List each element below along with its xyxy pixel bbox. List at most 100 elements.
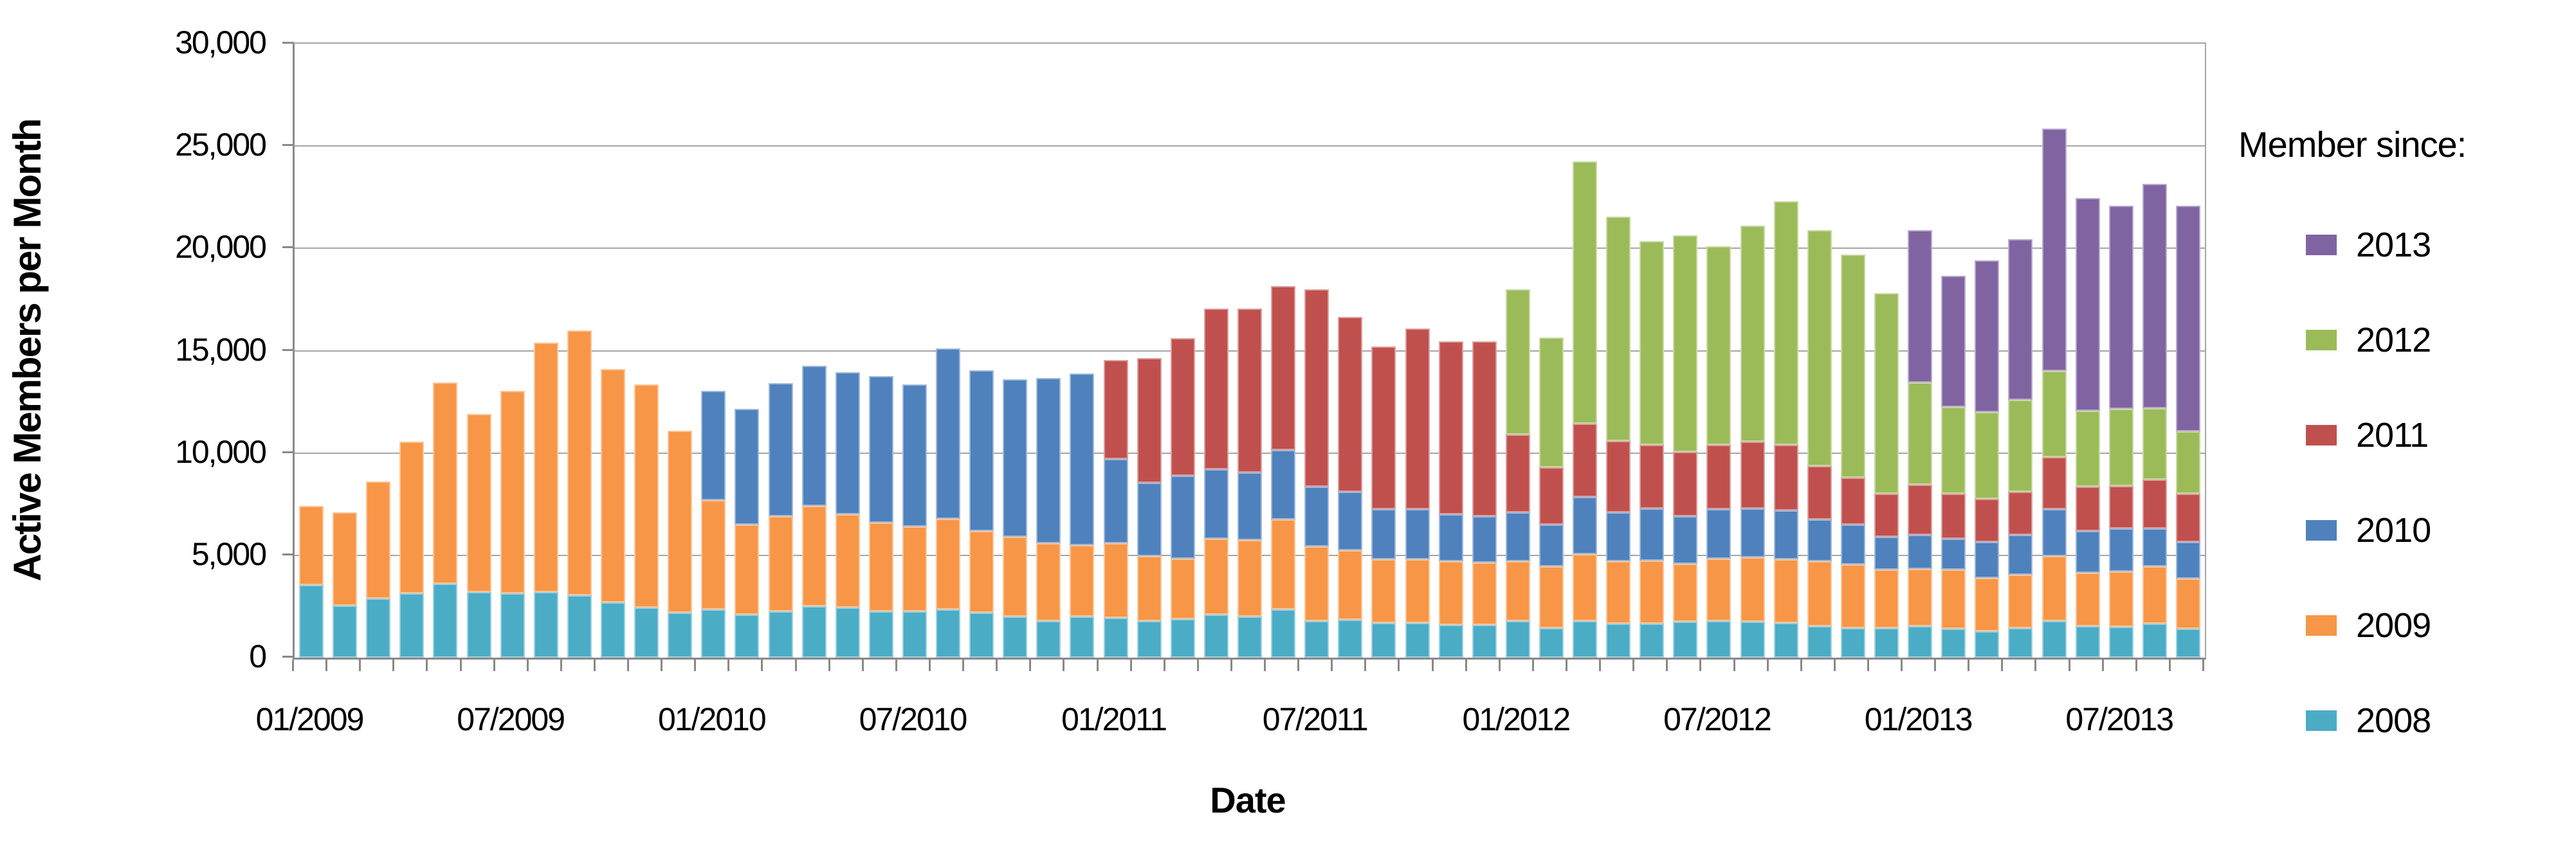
- x-tick-mark-56: [2168, 660, 2171, 671]
- bar-11/2012-segment-2008: [1840, 627, 1865, 658]
- bar-04/2013-segment-2011: [2008, 492, 2033, 535]
- bar-08/2013-segment-2008: [2142, 624, 2167, 658]
- bar-11/2012-segment-2012: [1840, 254, 1865, 478]
- bar-02/2012-segment-2012: [1539, 337, 1564, 467]
- bar-07/2011-segment-2010: [1304, 487, 1329, 546]
- bar-06/2012-segment-2010: [1673, 516, 1698, 564]
- x-tick-mark-7: [526, 660, 529, 671]
- bar-04/2011: [1203, 44, 1229, 658]
- bar-12/2012-segment-2010: [1874, 537, 1899, 570]
- x-tick-mark-52: [2034, 660, 2037, 671]
- bar-06/2011: [1271, 44, 1296, 658]
- x-tick-mark-18: [895, 660, 897, 671]
- x-tick-label-01/2010: 01/2010: [657, 701, 767, 737]
- x-tick-mark-41: [1666, 660, 1668, 671]
- bar-08/2012-segment-2011: [1740, 442, 1765, 509]
- bar-08/2012: [1740, 44, 1765, 658]
- bar-10/2011-segment-2010: [1405, 509, 1430, 560]
- x-tick-mark-28: [1230, 660, 1232, 671]
- bar-11/2009-segment-2008: [634, 608, 659, 658]
- bar-08/2010-segment-2010: [936, 348, 961, 519]
- bar-02/2011-segment-2010: [1137, 482, 1162, 557]
- bar-02/2010-segment-2008: [735, 615, 760, 658]
- x-tick-mark-8: [560, 660, 562, 671]
- x-tick-mark-3: [392, 660, 395, 671]
- x-tick-mark-23: [1063, 660, 1065, 671]
- bar-03/2011-segment-2008: [1170, 618, 1195, 658]
- x-tick-label-01/2011: 01/2011: [1061, 701, 1167, 737]
- bar-10/2009: [601, 44, 625, 658]
- x-tick-label-07/2013: 07/2013: [2065, 701, 2174, 737]
- bar-02/2011: [1137, 44, 1162, 658]
- bar-09/2013-segment-2011: [2175, 494, 2200, 543]
- bar-03/2012: [1573, 44, 1598, 658]
- bar-08/2013-segment-2011: [2142, 480, 2167, 529]
- x-tick-label-07/2010: 07/2010: [859, 701, 968, 737]
- bar-04/2010-segment-2008: [801, 606, 827, 658]
- legend-item-2008: 2008: [2306, 700, 2576, 741]
- legend-swatch-2008: [2306, 710, 2337, 731]
- bar-02/2012-segment-2011: [1539, 467, 1564, 525]
- bar-11/2012-segment-2010: [1840, 525, 1865, 565]
- bar-05/2013-segment-2010: [2042, 509, 2067, 557]
- bar-12/2009-segment-2009: [668, 430, 693, 613]
- legend-swatch-2009: [2306, 615, 2337, 636]
- x-tick-mark-55: [2135, 660, 2137, 671]
- bar-09/2011-segment-2010: [1371, 509, 1396, 560]
- bar-06/2010-segment-2010: [868, 376, 893, 523]
- bar-04/2012-segment-2008: [1606, 624, 1631, 658]
- bar-04/2013-segment-2010: [2008, 535, 2033, 575]
- bar-07/2013: [2108, 44, 2133, 658]
- legend-item-2010: 2010: [2306, 510, 2576, 551]
- bar-02/2013-segment-2011: [1941, 494, 1966, 539]
- bar-01/2011-segment-2008: [1103, 617, 1128, 658]
- bar-04/2013-segment-2013: [2008, 239, 2033, 400]
- bar-02/2012-segment-2010: [1539, 525, 1564, 567]
- bar-05/2009-segment-2008: [433, 584, 458, 658]
- bar-07/2011-segment-2011: [1304, 289, 1329, 487]
- bar-05/2009: [433, 44, 458, 658]
- bar-07/2010-segment-2009: [902, 526, 927, 612]
- bar-03/2010-segment-2008: [768, 611, 793, 658]
- bar-05/2011-segment-2008: [1238, 616, 1262, 658]
- bar-05/2013-segment-2012: [2042, 371, 2067, 458]
- gridline-25000: [295, 145, 2205, 147]
- bar-05/2013-segment-2008: [2042, 620, 2067, 658]
- bar-10/2010: [1003, 44, 1028, 658]
- x-tick-mark-29: [1264, 660, 1266, 671]
- bar-11/2011-segment-2009: [1438, 561, 1463, 626]
- x-tick-mark-32: [1364, 660, 1367, 671]
- bar-06/2012-segment-2008: [1673, 622, 1698, 658]
- bar-02/2013-segment-2009: [1941, 570, 1966, 629]
- bar-01/2013-segment-2009: [1908, 568, 1933, 626]
- y-axis-tick-labels: 0 5,000 10,000 15,000 20,000 25,000 30,000: [0, 0, 280, 846]
- bar-12/2012-segment-2009: [1874, 570, 1899, 628]
- bar-04/2013-segment-2012: [2008, 399, 2033, 492]
- legend-swatch-2010: [2306, 520, 2337, 541]
- bar-05/2012-segment-2012: [1640, 241, 1665, 445]
- bar-04/2011-segment-2011: [1203, 309, 1229, 470]
- bar-04/2010-segment-2009: [801, 506, 827, 607]
- bar-09/2011-segment-2011: [1371, 346, 1396, 510]
- bar-04/2012-segment-2011: [1606, 440, 1631, 512]
- bar-01/2013: [1908, 44, 1933, 658]
- bar-04/2012: [1606, 44, 1631, 658]
- x-tick-mark-46: [1833, 660, 1836, 671]
- bar-07/2013-segment-2009: [2108, 572, 2133, 627]
- bar-09/2013-segment-2013: [2175, 205, 2200, 432]
- bar-09/2013: [2175, 44, 2200, 658]
- bar-03/2012-segment-2012: [1573, 161, 1598, 424]
- bar-09/2010-segment-2009: [969, 530, 994, 613]
- bar-08/2012-segment-2010: [1740, 508, 1765, 558]
- x-tick-mark-39: [1599, 660, 1602, 671]
- bar-11/2012-segment-2009: [1840, 564, 1865, 628]
- bar-10/2012: [1807, 44, 1832, 658]
- bar-02/2010-segment-2010: [735, 409, 760, 525]
- bar-11/2010-segment-2009: [1036, 543, 1061, 621]
- legend-item-2009: 2009: [2306, 605, 2576, 646]
- bar-05/2011-segment-2011: [1238, 309, 1262, 473]
- x-tick-mark-53: [2068, 660, 2070, 671]
- bar-01/2010-segment-2008: [701, 609, 726, 658]
- bar-05/2010-segment-2010: [835, 372, 860, 515]
